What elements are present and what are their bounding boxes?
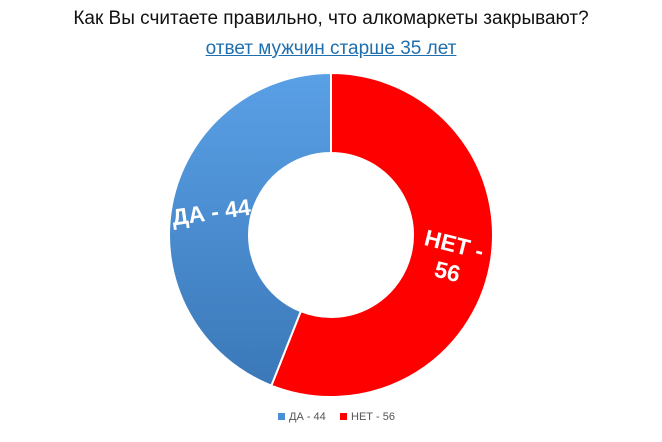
chart-title: Как Вы считаете правильно, что алкомарке… xyxy=(73,8,589,29)
legend: ДА - 44 НЕТ - 56 xyxy=(278,411,395,423)
legend-swatch-yes xyxy=(278,413,285,420)
chart-subtitle: ответ мужчин старше 35 лет xyxy=(205,38,457,59)
pie-slice-no xyxy=(270,71,494,398)
pie-slice-yes xyxy=(168,71,332,387)
legend-label-yes: ДА - 44 xyxy=(289,411,326,423)
legend-label-no: НЕТ - 56 xyxy=(351,411,395,423)
data-label-no: НЕТ -56 xyxy=(415,224,486,291)
legend-swatch-no xyxy=(340,413,347,420)
